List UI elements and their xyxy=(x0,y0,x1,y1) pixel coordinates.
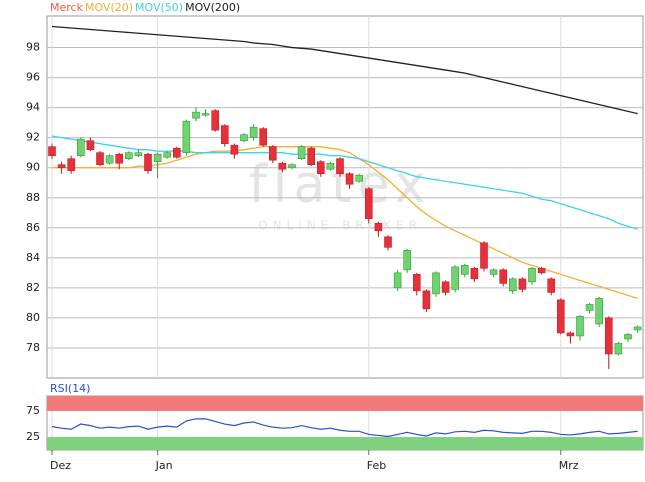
legend-entry: MOV(20) xyxy=(85,1,133,14)
candle-body xyxy=(624,334,632,340)
candle-body xyxy=(489,269,498,275)
candle-body xyxy=(192,111,200,119)
candle-body xyxy=(470,268,479,280)
candle-body xyxy=(182,120,191,153)
y-tick-label: 90 xyxy=(26,161,40,174)
moving-average-line xyxy=(51,135,638,230)
candle-body xyxy=(134,152,143,156)
candle-body xyxy=(374,222,383,232)
candle-body xyxy=(633,326,642,331)
candle-body xyxy=(614,343,623,355)
candle-body xyxy=(144,153,152,172)
candle-body xyxy=(432,272,440,295)
candle-body xyxy=(393,272,402,289)
candle-body xyxy=(77,138,85,156)
oversold-band xyxy=(47,437,643,450)
candle-body xyxy=(278,162,287,170)
candle-body xyxy=(451,266,460,290)
y-tick-label: 94 xyxy=(26,101,40,114)
y-tick-label: 82 xyxy=(26,281,40,294)
candle-body xyxy=(221,125,229,144)
candle-body xyxy=(153,153,162,163)
candle-body xyxy=(249,126,258,138)
candle-body xyxy=(355,174,364,182)
legend-entry: Merck xyxy=(50,1,84,14)
x-tick-label: Mrz xyxy=(559,459,579,472)
candle-body xyxy=(604,317,613,355)
y-tick-label: 25 xyxy=(26,430,40,443)
candle-body xyxy=(518,278,527,290)
candle-body xyxy=(576,316,584,337)
candle-body xyxy=(48,146,56,156)
candle-body xyxy=(412,274,421,292)
x-tick-label: Feb xyxy=(367,459,386,472)
candle-body xyxy=(96,152,104,166)
y-tick-label: 80 xyxy=(26,311,40,324)
candle-body xyxy=(364,188,373,220)
candle-body xyxy=(547,278,556,293)
candle-body xyxy=(297,146,306,159)
y-tick-label: 86 xyxy=(26,221,40,234)
candle-body xyxy=(441,281,450,293)
candle-body xyxy=(537,268,546,274)
candle-body xyxy=(336,158,344,175)
candle-body xyxy=(528,268,536,283)
y-tick-label: 92 xyxy=(26,131,40,144)
candle-body xyxy=(480,242,488,269)
candle-body xyxy=(460,265,469,275)
legend-entry: MOV(200) xyxy=(185,1,240,14)
candle-body xyxy=(240,134,248,141)
watermark-tagline: ONLINE BROKER xyxy=(258,219,422,233)
candle-body xyxy=(105,155,114,164)
y-tick-label: 84 xyxy=(26,251,40,264)
candle-body xyxy=(259,128,268,146)
y-tick-label: 75 xyxy=(26,404,40,417)
legend-entry: MOV(50) xyxy=(135,1,183,14)
candle-body xyxy=(499,269,508,284)
candle-body xyxy=(57,164,66,169)
x-tick-label: Dez xyxy=(50,459,71,472)
candle-body xyxy=(307,147,316,166)
overbought-band xyxy=(47,396,643,412)
y-tick-label: 78 xyxy=(26,341,40,354)
candle-body xyxy=(422,290,431,310)
candle-body xyxy=(316,161,325,175)
candle-body xyxy=(173,147,181,158)
candle-body xyxy=(201,113,210,116)
candle-body xyxy=(508,278,517,292)
candle-body xyxy=(566,332,575,337)
candle-body xyxy=(163,152,171,158)
candle-body xyxy=(115,153,123,164)
candle-body xyxy=(67,158,75,172)
candle-body xyxy=(211,110,219,131)
x-tick-label: Jan xyxy=(155,459,173,472)
candle-body xyxy=(585,304,594,311)
candle-body xyxy=(86,140,95,150)
y-tick-label: 98 xyxy=(26,41,40,54)
candle-body xyxy=(268,146,277,161)
y-tick-label: 88 xyxy=(26,191,40,204)
candle-body xyxy=(384,236,392,248)
candle-body xyxy=(230,144,239,155)
candle-body xyxy=(288,164,296,169)
candle-body xyxy=(345,173,354,185)
candle-body xyxy=(595,298,604,325)
candle-body xyxy=(326,162,335,170)
candle-body xyxy=(403,250,412,271)
candle-body xyxy=(556,299,565,334)
rsi-title: RSI(14) xyxy=(50,382,90,395)
y-tick-label: 96 xyxy=(26,71,40,84)
moving-average-line xyxy=(51,25,638,115)
candle-body xyxy=(125,152,133,159)
rsi-line xyxy=(51,418,638,438)
